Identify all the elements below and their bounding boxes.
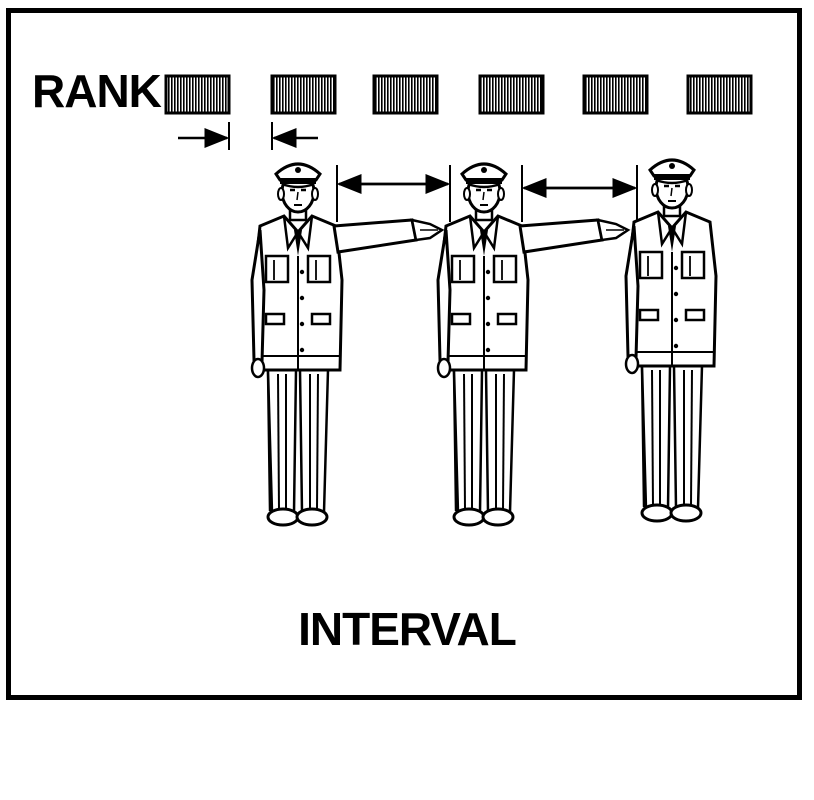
- rank-block: [478, 74, 545, 115]
- diagram-frame: [6, 8, 802, 700]
- rank-block: [372, 74, 439, 115]
- extended-arm: [332, 218, 444, 254]
- soldier-figure: [250, 162, 344, 527]
- rank-label: RANK: [32, 65, 162, 117]
- extended-arm: [518, 218, 630, 254]
- soldier-figure: [624, 158, 718, 523]
- rank-blocks: [164, 74, 753, 115]
- interval-arrows: [336, 165, 638, 222]
- soldier-figure: [436, 162, 530, 527]
- interval-label: INTERVAL: [298, 603, 517, 655]
- rank-gap-marker: [178, 122, 318, 150]
- rank-block: [164, 74, 231, 115]
- rank-block: [686, 74, 753, 115]
- rank-block: [270, 74, 337, 115]
- rank-block: [582, 74, 649, 115]
